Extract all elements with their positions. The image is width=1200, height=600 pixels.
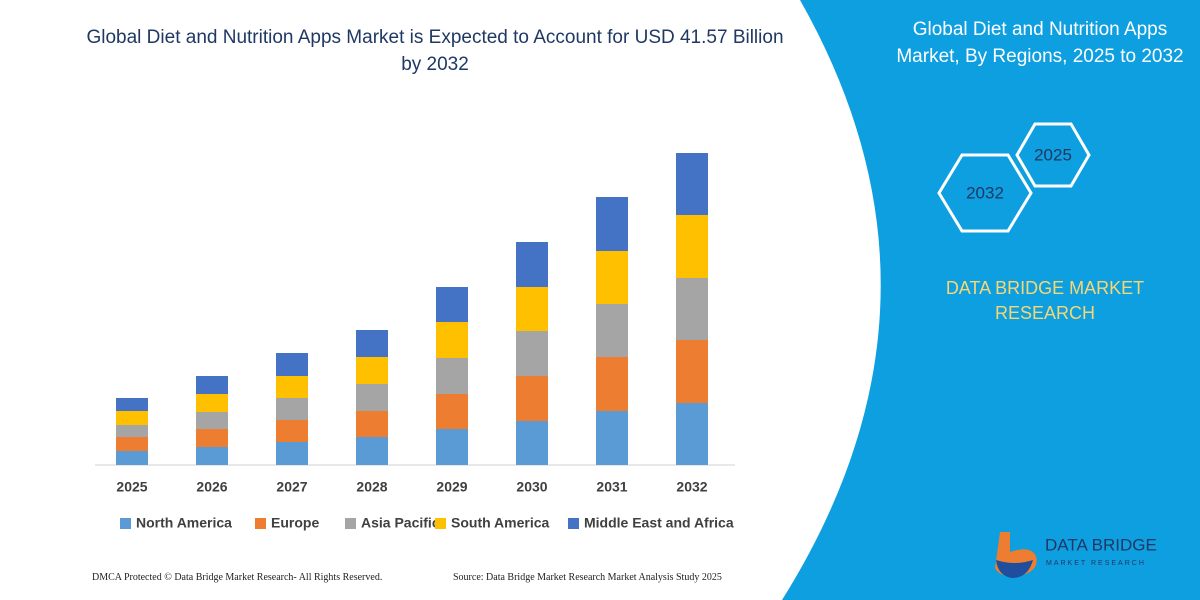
bar-segment	[516, 331, 548, 376]
bar-segment	[436, 358, 468, 394]
x-tick-label: 2025	[116, 479, 147, 495]
legend-label: Asia Pacific	[361, 515, 440, 531]
legend-label: North America	[136, 515, 232, 531]
bar-segment	[356, 437, 388, 465]
legend-label: South America	[451, 515, 549, 531]
legend-swatch	[345, 518, 356, 529]
bar-segment	[596, 251, 628, 304]
bar-segment	[116, 451, 148, 465]
panel-title: Global Diet and Nutrition Apps Market, B…	[896, 19, 1184, 67]
bar-segment	[596, 304, 628, 357]
bar-segment	[116, 437, 148, 451]
bar-segment	[196, 376, 228, 394]
logo-tagline: MARKET RESEARCH	[1046, 560, 1146, 567]
hexagon	[937, 153, 1033, 233]
bar-segment	[276, 376, 308, 398]
legend-label: Europe	[271, 515, 319, 531]
x-tick-label: 2026	[196, 479, 227, 495]
bar-segment	[596, 411, 628, 465]
legend-label: Middle East and Africa	[584, 515, 734, 531]
bar-segment	[676, 340, 708, 403]
footer-right: Source: Data Bridge Market Research Mark…	[453, 572, 722, 583]
bar-segment	[196, 447, 228, 465]
brand-text: DATA BRIDGE MARKET RESEARCH	[945, 278, 1145, 323]
bar-segment	[276, 420, 308, 442]
bar-segment	[516, 376, 548, 421]
bar-segment	[596, 357, 628, 411]
bar-segment	[276, 398, 308, 420]
chart-title: Global Diet and Nutrition Apps Market is…	[86, 27, 784, 75]
bar-segment	[516, 421, 548, 465]
bar-segment	[436, 394, 468, 429]
x-tick-label: 2032	[676, 479, 707, 495]
bar-segment	[356, 330, 388, 357]
bar-segment	[116, 425, 148, 437]
bar-segment	[676, 215, 708, 278]
bar-segment	[436, 287, 468, 322]
x-tick-label: 2029	[436, 479, 467, 495]
legend-swatch	[255, 518, 266, 529]
bar-segment	[116, 411, 148, 425]
bar-segment	[196, 412, 228, 429]
hexagon-label: 2025	[1034, 145, 1072, 164]
bar-segment	[596, 197, 628, 251]
bar-segment	[676, 153, 708, 215]
side-panel	[782, 0, 1200, 600]
logo-icon	[996, 560, 1033, 578]
x-tick-label: 2028	[356, 479, 387, 495]
bar-segment	[276, 442, 308, 465]
hexagon-label: 2032	[966, 183, 1004, 202]
bar-segment	[196, 429, 228, 447]
bar-segment	[356, 411, 388, 437]
bar-segment	[676, 403, 708, 465]
bar-segment	[676, 278, 708, 340]
x-tick-label: 2030	[516, 479, 547, 495]
bar-segment	[516, 242, 548, 287]
logo-name: DATA BRIDGE	[1045, 535, 1157, 554]
footer-left: DMCA Protected © Data Bridge Market Rese…	[92, 572, 383, 583]
legend-swatch	[435, 518, 446, 529]
x-tick-label: 2031	[596, 479, 627, 495]
bar-segment	[196, 394, 228, 412]
bar-segment	[276, 353, 308, 376]
bar-segment	[516, 287, 548, 331]
bar-segment	[356, 357, 388, 384]
legend-swatch	[568, 518, 579, 529]
bar-segment	[116, 398, 148, 411]
legend-swatch	[120, 518, 131, 529]
x-tick-label: 2027	[276, 479, 307, 495]
hexagon	[1015, 122, 1091, 188]
bar-segment	[356, 384, 388, 411]
bar-segment	[436, 429, 468, 465]
bar-segment	[436, 322, 468, 358]
